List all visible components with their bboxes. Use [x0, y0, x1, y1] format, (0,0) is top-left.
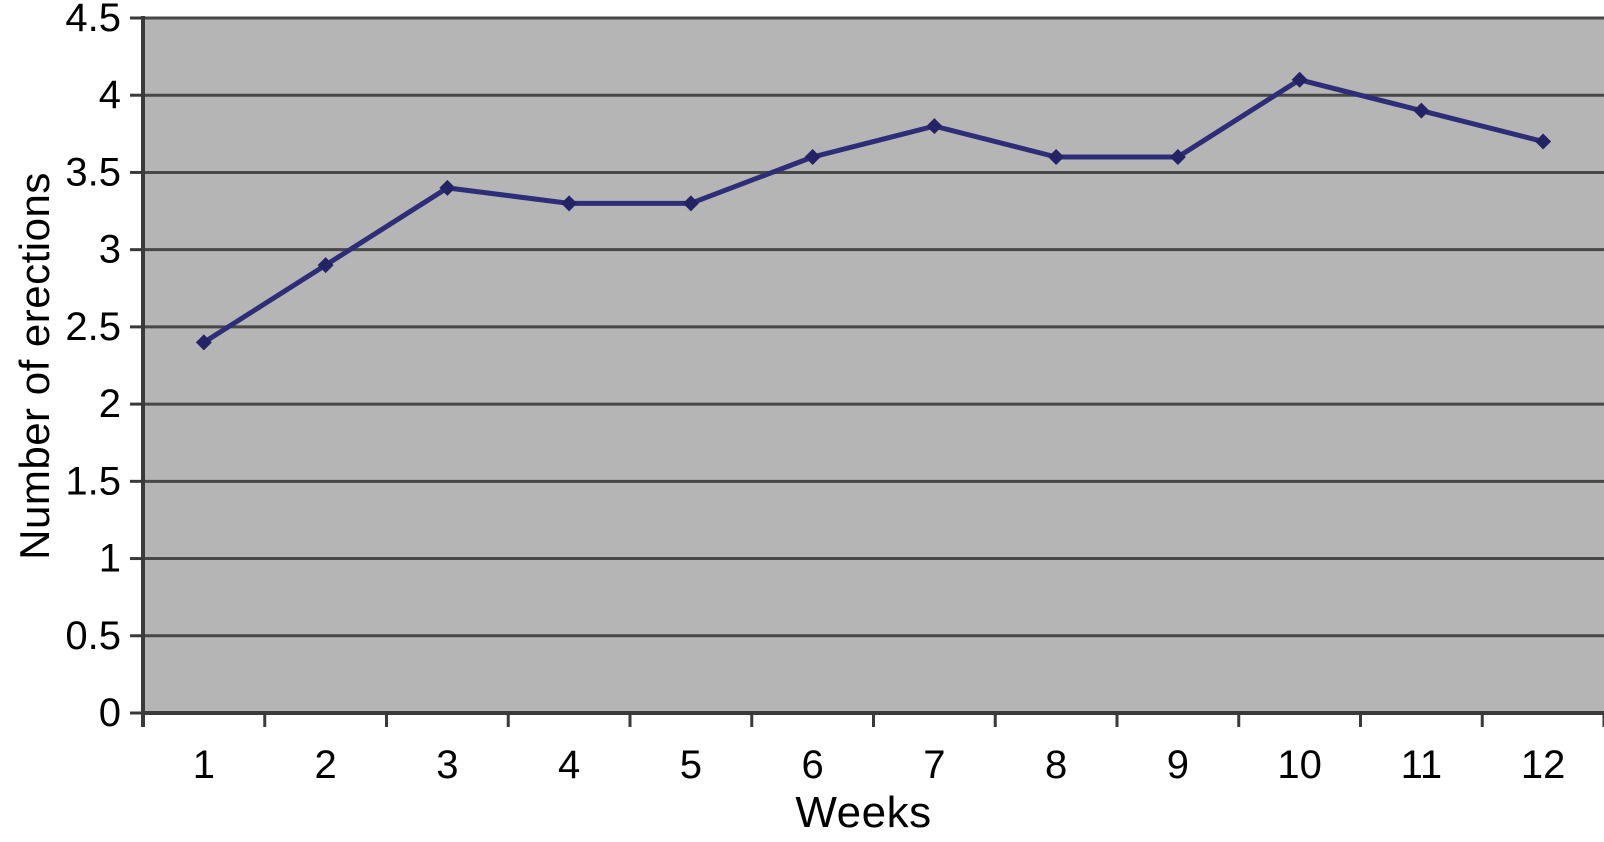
y-tick-label: 0 — [99, 691, 121, 735]
y-tick-label: 3.5 — [65, 150, 121, 194]
x-tick-label: 11 — [1401, 743, 1443, 787]
data-point-marker — [195, 334, 212, 351]
x-tick-label: 5 — [680, 743, 702, 787]
x-tick-label: 3 — [436, 743, 458, 787]
data-point-marker — [561, 195, 578, 212]
data-point-marker — [682, 195, 699, 212]
x-tick-label: 12 — [1521, 743, 1566, 787]
y-axis-title: Number of erections — [11, 172, 58, 560]
data-point-marker — [1413, 102, 1430, 119]
data-point-marker — [804, 149, 821, 165]
data-point-marker — [1048, 149, 1065, 165]
x-tick-label: 6 — [802, 743, 824, 787]
x-tick-label: 1 — [193, 743, 215, 787]
x-tick-label: 7 — [923, 743, 945, 787]
x-tick-label: 8 — [1045, 743, 1067, 787]
data-point-marker — [926, 118, 943, 135]
data-point-marker — [439, 179, 456, 196]
data-point-marker — [317, 257, 334, 274]
plot-background — [143, 18, 1604, 713]
y-tick-label: 0.5 — [65, 614, 121, 658]
y-tick-label: 3 — [99, 228, 121, 272]
x-axis-title: Weeks — [795, 788, 932, 837]
data-point-marker — [1291, 71, 1308, 88]
y-tick-label: 2.5 — [65, 305, 121, 349]
data-point-marker — [1169, 149, 1186, 165]
y-tick-label: 4.5 — [65, 0, 121, 40]
y-tick-label: 4 — [99, 73, 121, 117]
data-point-marker — [1535, 133, 1552, 150]
y-tick-label: 2 — [99, 382, 121, 426]
x-tick-label: 4 — [558, 743, 580, 787]
y-tick-label: 1 — [99, 537, 121, 581]
y-tick-label: 1.5 — [65, 459, 121, 503]
series-line — [201, 77, 1546, 345]
x-tick-label: 2 — [315, 743, 337, 787]
x-tick-label: 9 — [1167, 743, 1189, 787]
x-tick-label: 10 — [1277, 743, 1322, 787]
